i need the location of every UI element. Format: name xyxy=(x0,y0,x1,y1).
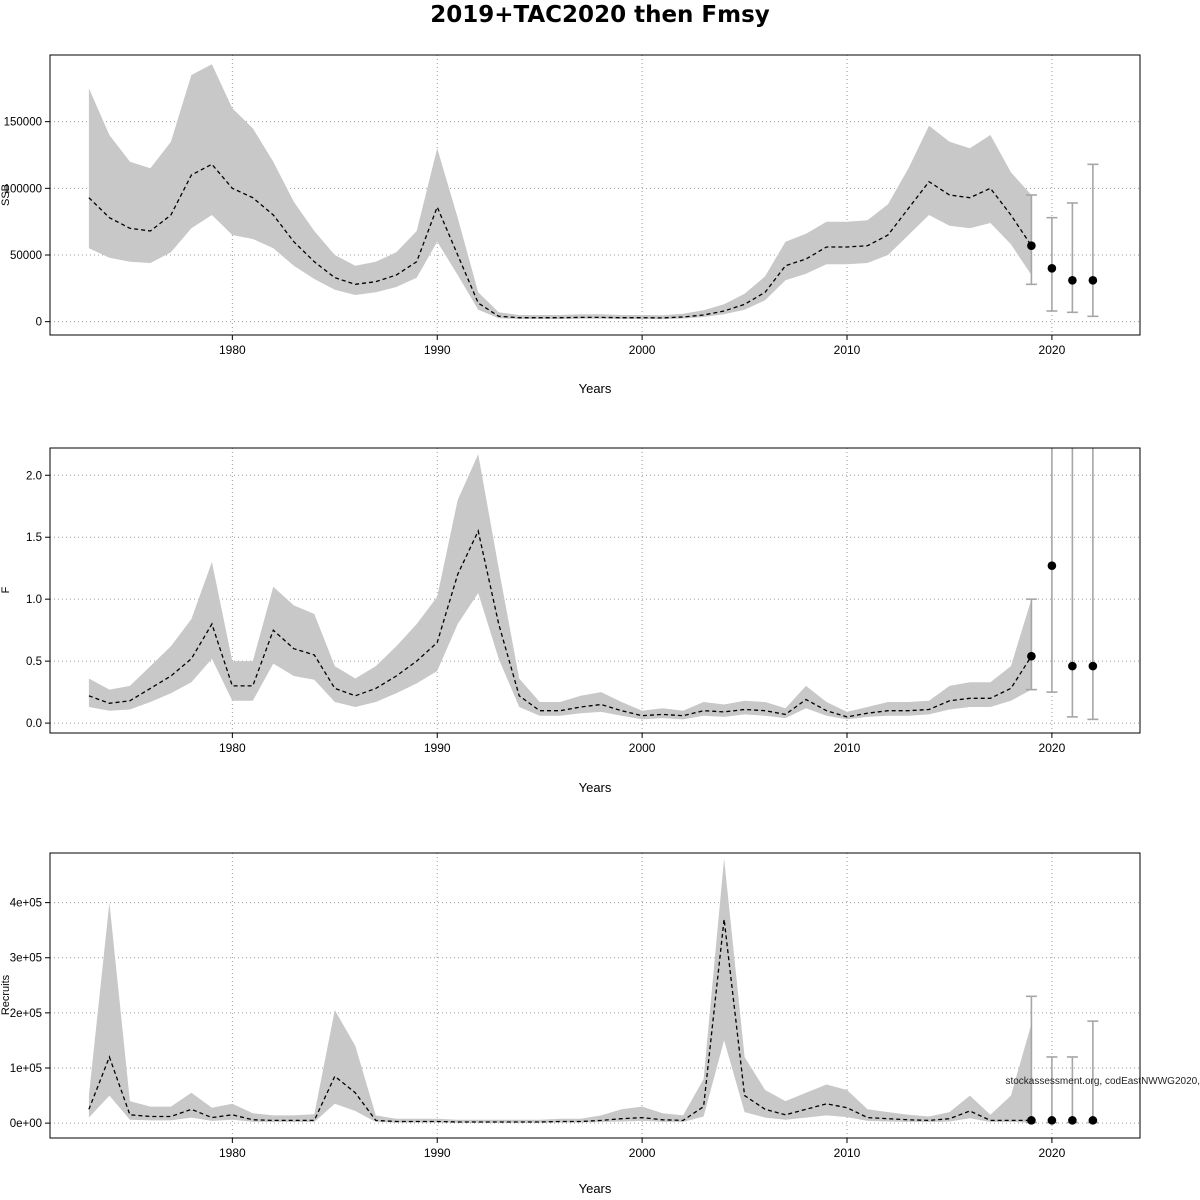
recruitment-panel: 1980 1990 2000 2010 2020 0e+00 1e+05 2e+05 3e+05… xyxy=(10,852,1141,1160)
recruitment-median-line xyxy=(88,919,1032,1123)
svg-text:100000: 100000 xyxy=(4,183,42,195)
svg-text:1980: 1980 xyxy=(219,741,246,755)
watermark-text: stockassessment.org, codEastNWWG2020, xyxy=(1005,1076,1200,1087)
ssb-forecast-points xyxy=(1027,241,1098,285)
recruitment-confidence-band xyxy=(88,858,1032,1123)
recruitment-yaxis-label: Recruits xyxy=(0,974,12,1016)
f-panel: 1980 1990 2000 2010 2020 0.0 0.5 1.0 1.5 2.0 xyxy=(26,447,1141,755)
svg-text:2.0: 2.0 xyxy=(26,470,42,482)
svg-text:0.0: 0.0 xyxy=(26,718,42,730)
svg-text:1.0: 1.0 xyxy=(26,594,42,606)
svg-text:2020: 2020 xyxy=(1039,1146,1066,1160)
svg-text:2010: 2010 xyxy=(834,343,861,357)
svg-text:1990: 1990 xyxy=(424,741,451,755)
svg-text:150000: 150000 xyxy=(4,117,42,129)
svg-text:2e+05: 2e+05 xyxy=(10,1008,42,1020)
svg-text:1990: 1990 xyxy=(424,343,451,357)
f-xaxis-label: Years xyxy=(578,780,612,795)
recruitment-axes: 1980 1990 2000 2010 2020 0e+00 1e+05 2e+05 3e+05… xyxy=(10,898,1066,1160)
ssb-xaxis-label: Years xyxy=(578,381,612,396)
svg-text:2010: 2010 xyxy=(834,741,861,755)
svg-text:1.5: 1.5 xyxy=(26,532,42,544)
svg-text:2000: 2000 xyxy=(629,741,656,755)
svg-text:2020: 2020 xyxy=(1039,741,1066,755)
f-yaxis-label: F xyxy=(0,586,12,594)
f-plot-frame xyxy=(49,447,1141,734)
svg-text:2010: 2010 xyxy=(834,1146,861,1160)
f-forecast-points xyxy=(1027,561,1098,671)
svg-text:1980: 1980 xyxy=(219,343,246,357)
svg-text:4e+05: 4e+05 xyxy=(10,898,42,910)
f-median-line xyxy=(88,529,1032,718)
svg-text:50000: 50000 xyxy=(10,250,42,262)
f-confidence-band xyxy=(88,454,1032,720)
ssb-panel: 1980 1990 2000 2010 2020 0 50000 100000 150000 xyxy=(4,54,1141,357)
svg-text:3e+05: 3e+05 xyxy=(10,953,42,965)
f-errorbars xyxy=(1025,448,1099,721)
f-axes: 1980 1990 2000 2010 2020 0.0 0.5 1.0 1.5 2.0 xyxy=(26,470,1066,755)
recruitment-xaxis-label: Years xyxy=(578,1181,612,1196)
figure-title: 2019+TAC2020 then Fmsy xyxy=(430,2,770,28)
f-grid xyxy=(50,448,1140,733)
svg-text:0e+00: 0e+00 xyxy=(10,1118,42,1130)
ssb-confidence-band xyxy=(88,64,1032,320)
svg-text:1980: 1980 xyxy=(219,1146,246,1160)
svg-text:2000: 2000 xyxy=(629,343,656,357)
recruitment-forecast-points xyxy=(1027,1116,1098,1125)
recruitment-plot-frame xyxy=(49,852,1141,1139)
ssb-median-line xyxy=(88,163,1032,319)
ssb-axes: 1980 1990 2000 2010 2020 0 50000 100000 150000 xyxy=(4,117,1066,357)
ssb-errorbars xyxy=(1025,163,1099,318)
ssb-yaxis-label: SSB xyxy=(0,183,12,207)
svg-text:1990: 1990 xyxy=(424,1146,451,1160)
svg-text:2020: 2020 xyxy=(1039,343,1066,357)
ssb-plot-frame xyxy=(49,54,1141,336)
recruitment-errorbars xyxy=(1025,995,1099,1124)
recruitment-grid xyxy=(50,853,1140,1138)
svg-text:2000: 2000 xyxy=(629,1146,656,1160)
svg-text:0: 0 xyxy=(36,317,42,329)
svg-text:0.5: 0.5 xyxy=(26,656,42,668)
svg-text:1e+05: 1e+05 xyxy=(10,1063,42,1075)
